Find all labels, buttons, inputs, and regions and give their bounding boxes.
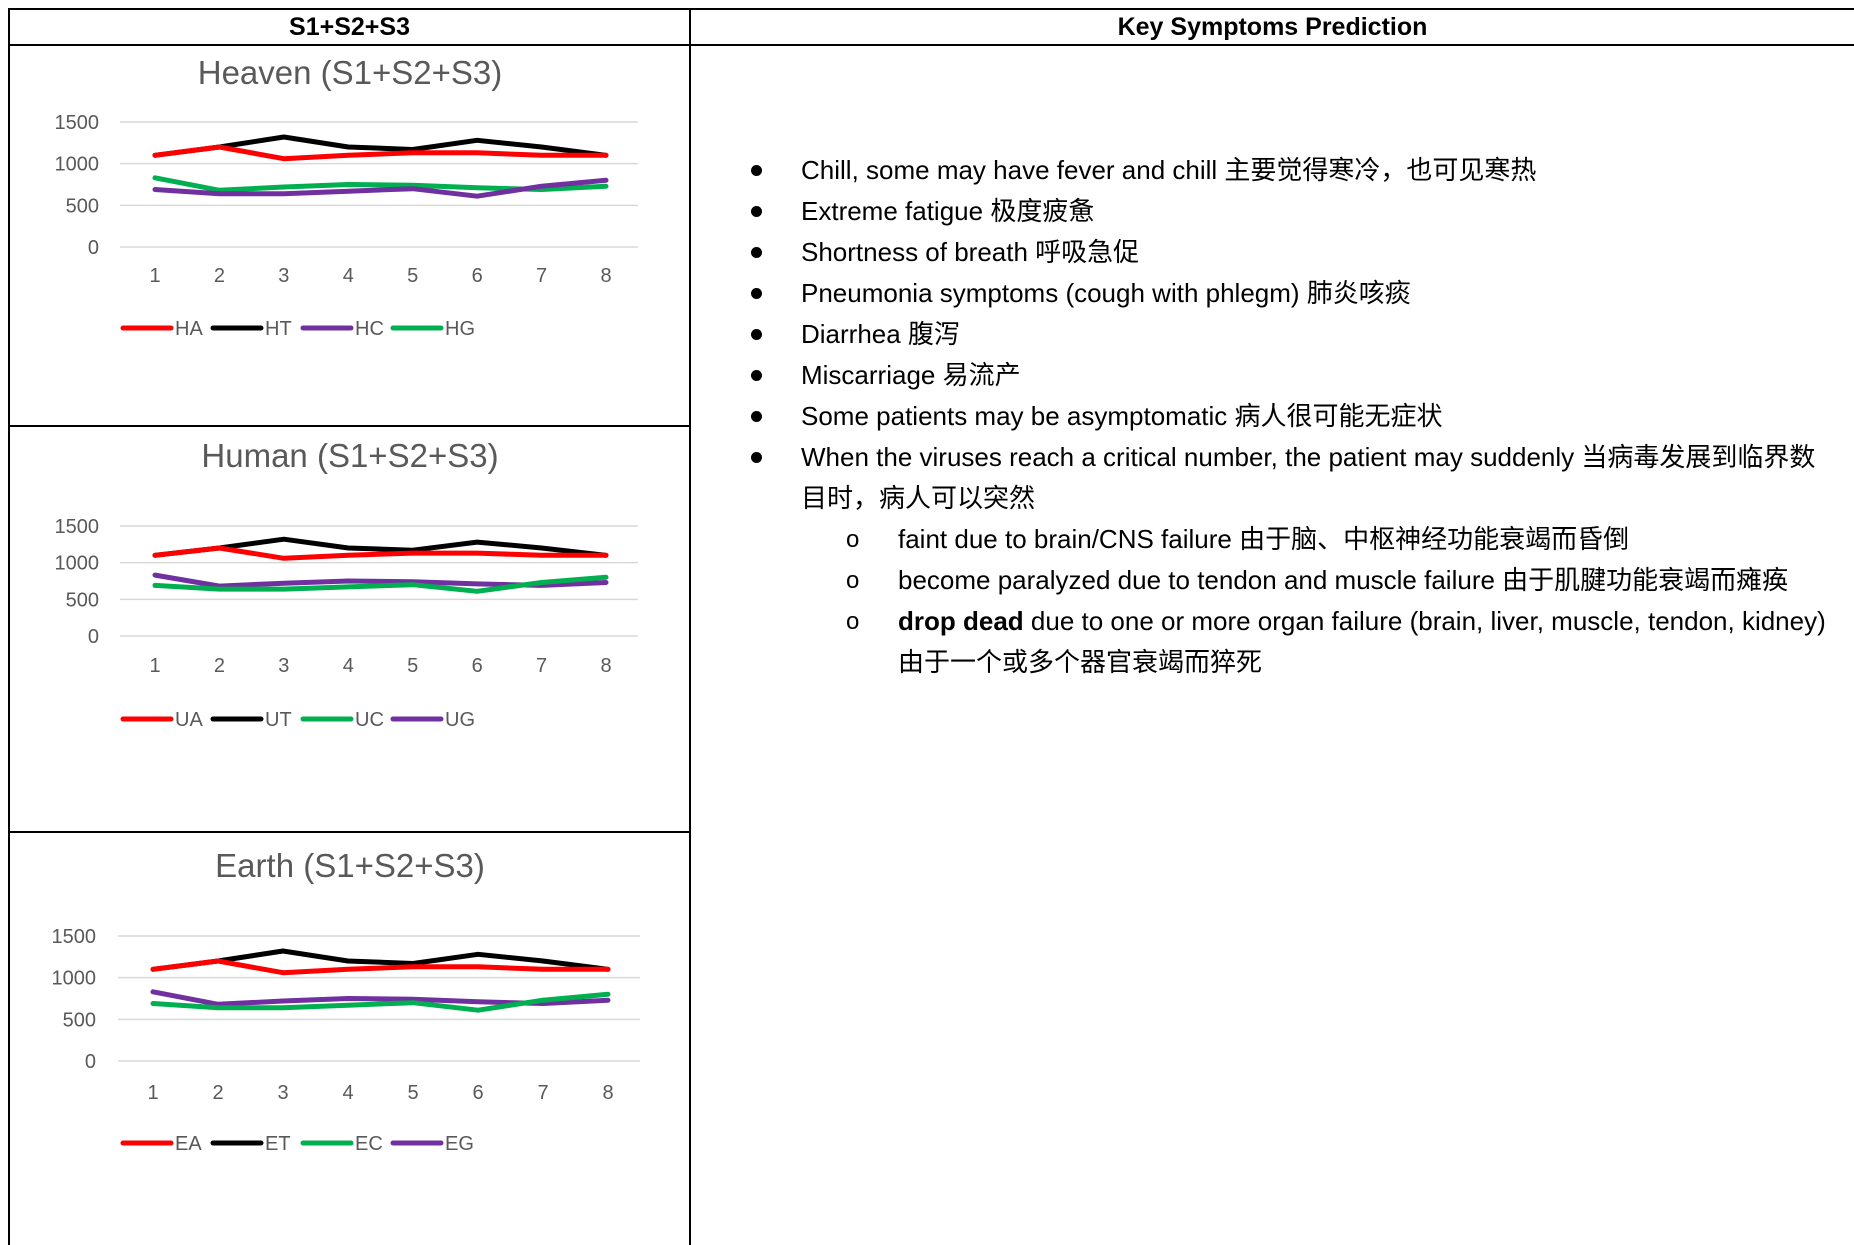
legend-label: EA	[175, 1133, 202, 1155]
series-line-EC	[150, 991, 611, 1013]
x-tick-label: 2	[214, 265, 225, 287]
chart-divider-1	[8, 425, 690, 427]
y-tick-label: 1500	[52, 926, 97, 948]
x-tick-label: 6	[472, 265, 483, 287]
y-tick-label: 500	[63, 1009, 96, 1031]
symptom-item-critical: When the viruses reach a critical number…	[740, 437, 1830, 683]
x-tick-label: 5	[407, 265, 418, 287]
symptom-item: Miscarriage 易流产	[740, 355, 1830, 396]
x-tick-label: 1	[147, 1082, 158, 1104]
x-tick-label: 4	[342, 1082, 353, 1104]
y-tick-label: 1000	[55, 154, 100, 176]
legend-label: EG	[445, 1133, 474, 1155]
legend-label: HT	[265, 318, 292, 340]
sub-symptom-text: due to one or more organ failure (brain,…	[898, 606, 1826, 677]
x-tick-label: 5	[407, 1082, 418, 1104]
series-line-UT	[152, 536, 609, 558]
chart-title: Earth (S1+S2+S3)	[215, 847, 485, 884]
y-tick-label: 500	[66, 195, 99, 217]
critical-sub-list: faint due to brain/CNS failure 由于脑、中枢神经功…	[801, 519, 1830, 683]
symptom-item: Extreme fatigue 极度疲惫	[740, 191, 1830, 232]
legend-label: UG	[445, 709, 475, 731]
x-tick-label: 1	[149, 265, 160, 287]
x-tick-label: 6	[472, 1082, 483, 1104]
series-line-UA	[152, 545, 609, 561]
chart-human: Human (S1+S2+S3) 0 500 1000 1500 1 2 3 4 5 6 7 8 UA UT…	[10, 430, 690, 825]
legend-label: UA	[175, 709, 203, 731]
x-tick-label: 3	[277, 1082, 288, 1104]
table-left-border	[8, 8, 10, 1245]
x-tick-label: 4	[343, 265, 354, 287]
symptom-item: Shortness of breath 呼吸急促	[740, 232, 1830, 273]
legend-label: EC	[355, 1133, 383, 1155]
sub-symptom-item: faint due to brain/CNS failure 由于脑、中枢神经功…	[740, 519, 1830, 560]
chart-earth: Earth (S1+S2+S3) 0 500 1000 1500 1 2 3 4 5 6 7 8 EA ET…	[10, 836, 690, 1236]
sub-symptom-bold: drop dead	[898, 606, 1024, 636]
legend-label: HG	[445, 318, 475, 340]
sub-symptom-text: faint due to brain/CNS failure 由于脑、中枢神经功…	[898, 524, 1630, 554]
y-tick-label: 1500	[55, 112, 100, 134]
x-tick-label: 1	[149, 655, 160, 677]
x-tick-label: 7	[536, 655, 547, 677]
x-tick-label: 7	[537, 1082, 548, 1104]
sub-symptom-text: become paralyzed due to tendon and muscl…	[898, 565, 1789, 595]
x-tick-label: 5	[407, 655, 418, 677]
symptom-item: Diarrhea 腹泻	[740, 314, 1830, 355]
legend-label: ET	[265, 1133, 291, 1155]
chart-divider-2	[8, 831, 690, 833]
x-tick-label: 8	[600, 655, 611, 677]
x-tick-label: 7	[536, 265, 547, 287]
x-tick-label: 2	[214, 655, 225, 677]
x-tick-label: 8	[602, 1082, 613, 1104]
y-tick-label: 1500	[55, 516, 100, 538]
y-tick-label: 0	[85, 1051, 96, 1073]
symptom-item: Chill, some may have fever and chill 主要觉…	[740, 150, 1830, 191]
symptom-item: Pneumonia symptoms (cough with phlegm) 肺…	[740, 273, 1830, 314]
x-tick-label: 4	[343, 655, 354, 677]
series-line-HA	[152, 144, 609, 162]
series-line-EA	[150, 958, 611, 976]
column-header-right: Key Symptoms Prediction	[1117, 12, 1428, 41]
series-line-ET	[150, 948, 611, 972]
chart-title: Heaven (S1+S2+S3)	[198, 54, 503, 91]
y-tick-label: 0	[88, 237, 99, 259]
chart-heaven: Heaven (S1+S2+S3) 0 500 1000 1500 1 2 3 4 5 6 7 8 HA H…	[10, 50, 690, 420]
symptom-item: Some patients may be asymptomatic 病人很可能无…	[740, 396, 1830, 437]
sub-symptom-item: become paralyzed due to tendon and muscl…	[740, 560, 1830, 601]
y-tick-label: 0	[88, 626, 99, 648]
column-header-left: S1+S2+S3	[289, 12, 410, 41]
table-top-border	[8, 8, 1854, 10]
series-line-UC	[152, 574, 609, 594]
symptoms-list: Chill, some may have fever and chill 主要觉…	[740, 150, 1830, 683]
symptom-bullets: Chill, some may have fever and chill 主要觉…	[740, 150, 1830, 683]
symptom-critical-text: When the viruses reach a critical number…	[801, 442, 1816, 513]
series-line-HT	[152, 134, 609, 158]
y-tick-label: 500	[66, 589, 99, 611]
table-column-divider	[689, 8, 691, 1245]
series-line-HC	[152, 177, 609, 199]
chart-title: Human (S1+S2+S3)	[201, 437, 498, 474]
y-tick-label: 1000	[55, 553, 100, 575]
x-tick-label: 8	[600, 265, 611, 287]
legend-label: UC	[355, 709, 384, 731]
y-tick-label: 1000	[52, 968, 97, 990]
sub-symptom-item: drop dead due to one or more organ failu…	[740, 601, 1830, 683]
x-tick-label: 2	[212, 1082, 223, 1104]
legend-label: UT	[265, 709, 292, 731]
legend-label: HA	[175, 318, 203, 340]
x-tick-label: 6	[472, 655, 483, 677]
x-tick-label: 3	[278, 655, 289, 677]
x-tick-label: 3	[278, 265, 289, 287]
legend-label: HC	[355, 318, 384, 340]
table-header-border	[8, 44, 1854, 46]
